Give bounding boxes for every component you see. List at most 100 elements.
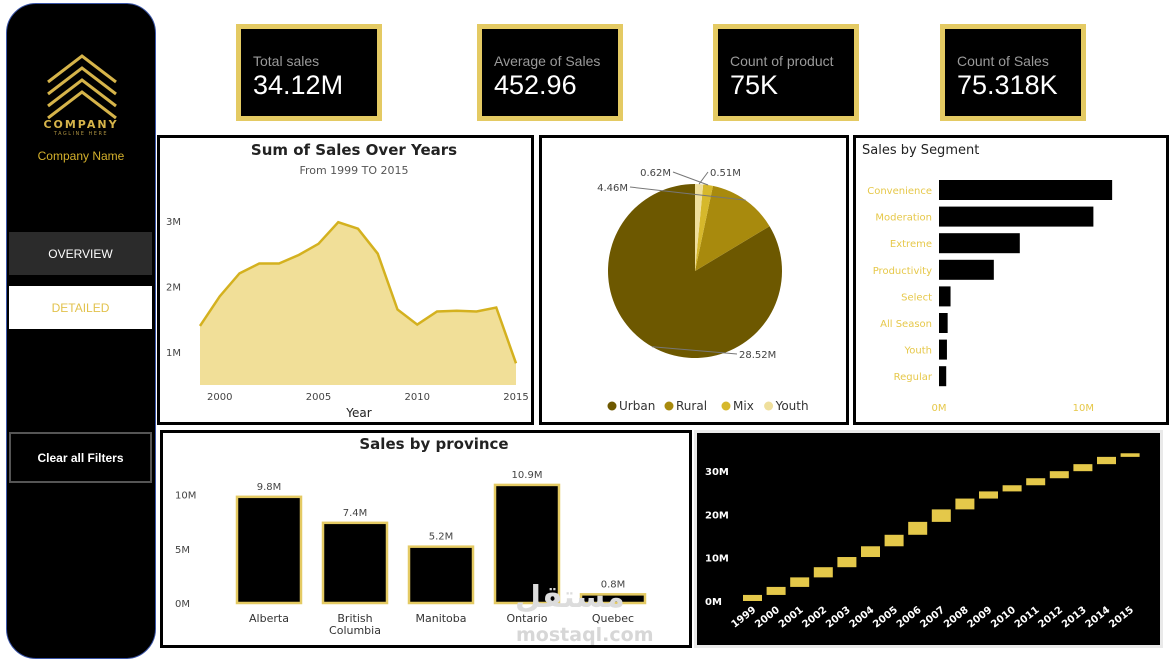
legend-marker (721, 401, 731, 411)
clear-filters-button[interactable]: Clear all Filters (9, 432, 152, 483)
x-tick-label: 2011 (1013, 605, 1042, 631)
category-label: Alberta (249, 612, 289, 625)
pie-data-label: 0.51M (710, 168, 741, 179)
category-label: All Season (880, 319, 932, 330)
waterfall-bar[interactable] (743, 594, 762, 601)
waterfall-bar[interactable] (766, 586, 786, 595)
chart-title: Sum of Sales Over Years (251, 141, 457, 159)
legend-label[interactable]: Rural (676, 399, 707, 413)
category-label: Select (901, 292, 932, 303)
area-line (198, 220, 518, 364)
category-label: Quebec (592, 612, 634, 625)
x-tick-label: 2002 (800, 605, 829, 631)
waterfall-bar[interactable] (837, 557, 857, 568)
waterfall-bar[interactable] (1026, 478, 1046, 486)
x-tick-label: 2000 (207, 392, 232, 403)
category-label: Ontario (507, 612, 548, 625)
y-tick-label: 2M (166, 283, 181, 294)
pie-leader-line (652, 346, 738, 355)
x-tick-label: 2015 (1107, 605, 1136, 631)
bar[interactable] (939, 233, 1020, 254)
waterfall-bar[interactable] (908, 521, 928, 535)
company-logo-icon (47, 54, 117, 120)
waterfall-bar[interactable] (884, 534, 904, 547)
kpi-value: 34.12M (253, 70, 344, 100)
kpi-label: Count of product (730, 53, 834, 69)
sales-by-province-panel[interactable]: Sales by province 0M 5M 10M 9.8M Alberta 7.4… (160, 430, 692, 648)
category-label: Convenience (867, 186, 932, 197)
pie-leader-line (629, 186, 746, 201)
waterfall-bar[interactable] (861, 546, 880, 558)
pie-data-label: 0.62M (640, 168, 671, 179)
y-tick-label: 0M (705, 597, 722, 608)
bar[interactable] (939, 366, 947, 387)
y-tick-label: 5M (175, 545, 190, 556)
category-label: Manitoba (415, 612, 466, 625)
category-label: Productivity (873, 266, 932, 277)
x-tick-label: 2008 (942, 605, 971, 631)
y-tick-label: 20M (705, 510, 729, 521)
y-tick-label: 3M (166, 217, 181, 228)
y-tick-label: 10M (175, 491, 196, 502)
legend-label[interactable]: Mix (733, 399, 754, 413)
kpi-count-sales: Count of Sales 75.318K (940, 24, 1086, 121)
pie-slice-rural[interactable] (695, 185, 770, 271)
bar[interactable] (939, 259, 994, 280)
waterfall-bar[interactable] (1097, 456, 1116, 465)
bar[interactable] (321, 521, 389, 605)
bar[interactable] (939, 206, 1094, 227)
y-tick-label: 30M (705, 467, 729, 478)
category-label: Youth (904, 346, 933, 357)
x-tick-label: 2009 (966, 605, 995, 631)
waterfall-bar[interactable] (1073, 464, 1093, 472)
category-label: Extreme (890, 239, 932, 250)
kpi-label: Average of Sales (494, 53, 601, 69)
pie-slice-mix[interactable] (695, 184, 713, 271)
waterfall-bar[interactable] (790, 577, 810, 587)
x-tick-label: 2012 (1036, 605, 1065, 631)
company-name: Company Name (37, 149, 125, 163)
bar[interactable] (939, 180, 1113, 200)
cumulative-sales-panel[interactable]: 0M 10M 20M 30M 1999 2000 2001 2002 2003 2004 2005… (694, 430, 1163, 648)
waterfall-bar[interactable] (979, 491, 998, 499)
overview-button[interactable]: OVERVIEW (9, 232, 152, 275)
bar-data-label: 0.8M (601, 579, 626, 590)
x-tick-label: 2010 (989, 605, 1018, 631)
kpi-count-product: Count of product 75K (713, 24, 859, 121)
x-tick-label: 2006 (895, 605, 924, 631)
legend-label[interactable]: Youth (775, 399, 809, 413)
sales-over-years-panel[interactable]: Sum of Sales Over Years From 1999 TO 201… (157, 135, 534, 425)
pie-slice-youth[interactable] (695, 184, 704, 271)
y-tick-label: 1M (166, 348, 181, 359)
bar[interactable] (407, 545, 475, 605)
bar[interactable] (235, 495, 303, 605)
sales-by-segment-panel[interactable]: Sales by Segment Convenience Moderation Ex… (853, 135, 1169, 425)
bar[interactable] (493, 483, 561, 605)
x-tick-label: 2005 (871, 605, 900, 631)
sales-by-area-type-chart: 28.52M 4.46M 0.62M 0.51M Urban Rural Mix Youth (597, 168, 809, 413)
watermark-arabic: مستقل (515, 580, 625, 615)
watermark: mostaql.com (516, 624, 654, 646)
detailed-button[interactable]: DETAILED (9, 286, 152, 329)
bar[interactable] (579, 593, 647, 605)
x-tick-label: 2003 (824, 605, 853, 631)
waterfall-bar[interactable] (1049, 471, 1069, 479)
category-label: British Columbia (329, 612, 381, 637)
waterfall-bar[interactable] (1002, 485, 1022, 492)
bar[interactable] (939, 286, 951, 307)
x-tick-label: 2000 (753, 605, 782, 631)
waterfall-bar[interactable] (1120, 453, 1140, 457)
legend-label[interactable]: Urban (619, 399, 655, 413)
waterfall-bar[interactable] (955, 498, 975, 510)
sales-by-area-type-panel[interactable]: 28.52M 4.46M 0.62M 0.51M Urban Rural Mix Youth (539, 135, 849, 425)
logo-tagline: TAGLINE HERE (53, 131, 109, 137)
x-tick-label: 2001 (777, 605, 806, 631)
waterfall-bar[interactable] (931, 509, 951, 522)
bar[interactable] (939, 339, 947, 360)
x-tick-label: 2014 (1084, 605, 1113, 631)
waterfall-bar[interactable] (813, 567, 833, 578)
bar-data-label: 9.8M (257, 482, 282, 493)
x-tick-label: 2004 (848, 605, 877, 631)
bar[interactable] (939, 313, 948, 333)
kpi-value: 452.96 (494, 70, 577, 100)
